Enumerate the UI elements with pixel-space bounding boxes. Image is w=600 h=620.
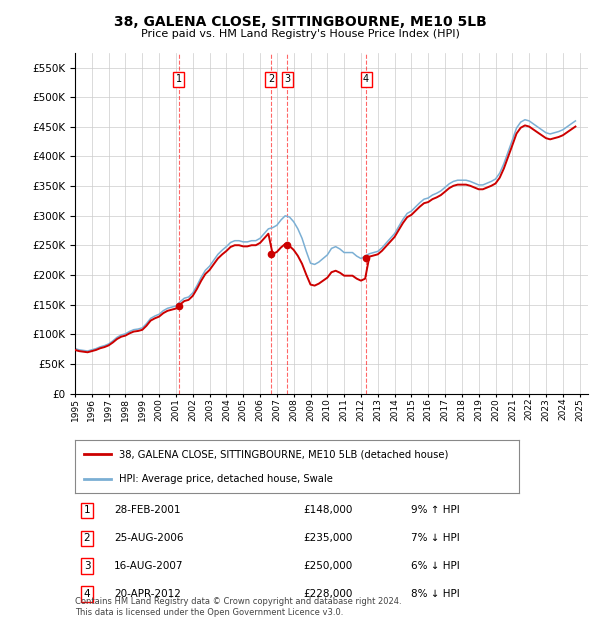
Text: Price paid vs. HM Land Registry's House Price Index (HPI): Price paid vs. HM Land Registry's House … [140,29,460,39]
Text: 20-APR-2012: 20-APR-2012 [114,589,181,599]
Text: 3: 3 [284,74,290,84]
Text: £228,000: £228,000 [303,589,352,599]
Text: 16-AUG-2007: 16-AUG-2007 [114,561,184,571]
Text: 38, GALENA CLOSE, SITTINGBOURNE, ME10 5LB (detached house): 38, GALENA CLOSE, SITTINGBOURNE, ME10 5L… [119,450,449,459]
Text: 4: 4 [83,589,91,599]
Text: £250,000: £250,000 [303,561,352,571]
Text: 1: 1 [83,505,91,515]
Text: 8% ↓ HPI: 8% ↓ HPI [411,589,460,599]
Text: 38, GALENA CLOSE, SITTINGBOURNE, ME10 5LB: 38, GALENA CLOSE, SITTINGBOURNE, ME10 5L… [113,16,487,30]
Text: 2: 2 [268,74,274,84]
Text: Contains HM Land Registry data © Crown copyright and database right 2024.
This d: Contains HM Land Registry data © Crown c… [75,598,401,617]
Text: 2: 2 [83,533,91,543]
Text: £235,000: £235,000 [303,533,352,543]
Text: 9% ↑ HPI: 9% ↑ HPI [411,505,460,515]
Text: 1: 1 [176,74,182,84]
Text: 4: 4 [363,74,369,84]
Text: 3: 3 [83,561,91,571]
Text: 28-FEB-2001: 28-FEB-2001 [114,505,181,515]
Text: 6% ↓ HPI: 6% ↓ HPI [411,561,460,571]
Text: £148,000: £148,000 [303,505,352,515]
Text: HPI: Average price, detached house, Swale: HPI: Average price, detached house, Swal… [119,474,333,484]
Text: 7% ↓ HPI: 7% ↓ HPI [411,533,460,543]
Text: 25-AUG-2006: 25-AUG-2006 [114,533,184,543]
